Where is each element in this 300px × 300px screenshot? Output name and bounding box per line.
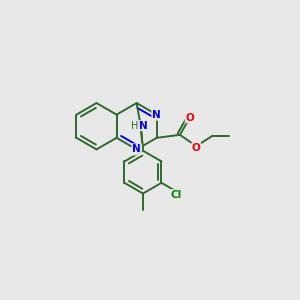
- Text: Cl: Cl: [171, 190, 182, 200]
- Text: N: N: [152, 110, 161, 120]
- Text: O: O: [185, 113, 194, 123]
- Text: N: N: [132, 144, 141, 154]
- Text: H: H: [131, 121, 138, 130]
- Text: O: O: [192, 142, 201, 153]
- Text: N: N: [140, 121, 148, 130]
